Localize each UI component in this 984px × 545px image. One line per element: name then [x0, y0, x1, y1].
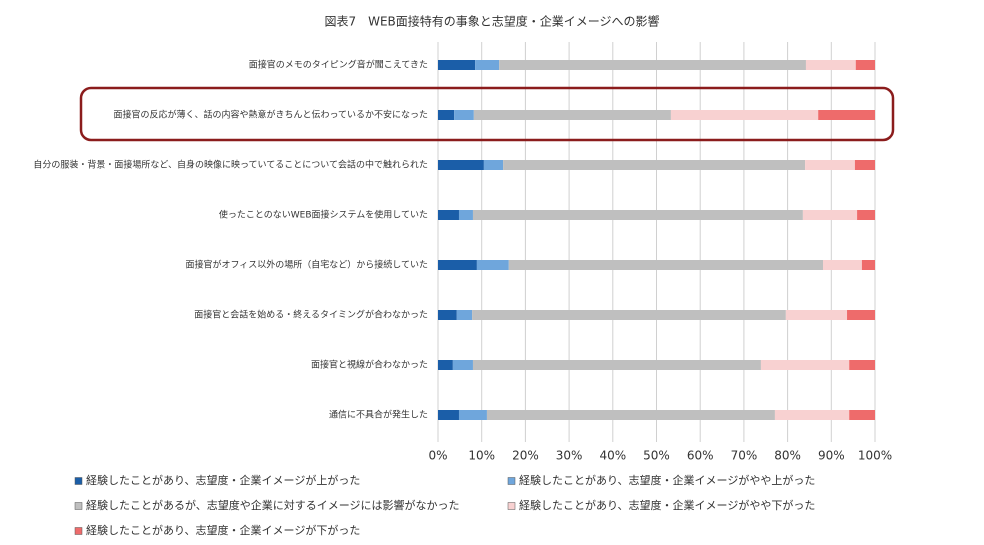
bar-segment: [472, 310, 786, 320]
y-tick-label: 自分の服装・背景・面接場所など、自身の映像に映っていてることについて会話の中で触…: [33, 159, 428, 171]
x-tick-label: 10%: [468, 449, 495, 463]
y-tick-label: 面接官のメモのタイピング音が聞こえてきた: [249, 59, 428, 71]
bar-segment: [508, 260, 823, 270]
bar-segment: [486, 410, 775, 420]
legend-swatch: [74, 502, 83, 510]
bar-segment: [818, 110, 875, 120]
bar-segment: [503, 160, 806, 170]
x-tick-label: 50%: [643, 449, 670, 463]
legend-label: 経験したことがあり、志望度・企業イメージがやや下がった: [519, 498, 815, 512]
bar-segment: [458, 210, 473, 220]
bar-segment: [438, 210, 459, 220]
y-tick-label: 通信に不具合が発生した: [329, 409, 428, 421]
bar-segment: [473, 110, 671, 120]
bar-segment: [438, 110, 455, 120]
bar-segment: [805, 60, 856, 70]
bar-segment: [476, 260, 509, 270]
bar-segment: [472, 210, 803, 220]
y-tick-label: 面接官と視線が合わなかった: [311, 359, 428, 371]
highlight-box: [79, 86, 895, 142]
bar-segment: [857, 210, 875, 220]
bar-segment: [472, 360, 761, 370]
bar-segment: [861, 260, 875, 270]
x-tick-label: 100%: [858, 449, 892, 463]
bar-segment: [802, 210, 858, 220]
bar-segment: [760, 360, 850, 370]
bar-segment: [670, 110, 819, 120]
bar-segment: [785, 310, 848, 320]
bar-segment: [499, 60, 806, 70]
x-tick-label: 60%: [687, 449, 714, 463]
bar-segment: [456, 310, 473, 320]
bar-segment: [438, 260, 477, 270]
bar-segment: [822, 260, 862, 270]
bar-segment: [805, 160, 855, 170]
chart-title: 図表7 WEB面接特有の事象と志望度・企業イメージへの影響: [324, 14, 659, 29]
x-tick-label: 80%: [774, 449, 801, 463]
legend-swatch: [74, 527, 83, 535]
y-tick-label: 面接官の反応が薄く、話の内容や熱意がきちんと伝わっているか不安になった: [113, 109, 428, 121]
bar-segment: [452, 360, 473, 370]
bar-segment: [438, 410, 459, 420]
x-tick-label: 70%: [731, 449, 758, 463]
bar-segment: [849, 360, 875, 370]
legend-label: 経験したことがあり、志望度・企業イメージが下がった: [86, 523, 360, 537]
bar-segment: [849, 410, 875, 420]
legend-label: 経験したことがあるが、志望度や企業に対するイメージには影響がなかった: [86, 498, 460, 512]
bar-segment: [483, 160, 504, 170]
legend-swatch: [74, 477, 83, 485]
y-tick-label: 使ったことのないWEB面接システムを使用していた: [219, 209, 428, 221]
x-tick-label: 0%: [428, 449, 447, 463]
y-tick-label: 面接官と会話を始める・終えるタイミングが合わなかった: [194, 309, 428, 321]
bar-segment: [847, 310, 875, 320]
x-tick-label: 20%: [512, 449, 539, 463]
legend-swatch: [507, 502, 516, 510]
bar-segment: [854, 160, 875, 170]
bar-segment: [458, 410, 487, 420]
bar-segment: [454, 110, 474, 120]
legend-label: 経験したことがあり、志望度・企業イメージがやや上がった: [519, 473, 815, 487]
bar-segment: [438, 360, 453, 370]
x-tick-label: 30%: [556, 449, 583, 463]
legend-swatch: [507, 477, 516, 485]
bar-segment: [438, 160, 484, 170]
bar-segment: [438, 60, 476, 70]
x-tick-label: 40%: [599, 449, 626, 463]
bar-segment: [475, 60, 500, 70]
legend-label: 経験したことがあり、志望度・企業イメージが上がった: [86, 473, 360, 487]
bar-segment: [438, 310, 457, 320]
bar-segment: [855, 60, 875, 70]
bar-segment: [774, 410, 850, 420]
x-tick-label: 90%: [818, 449, 845, 463]
y-tick-label: 面接官がオフィス以外の場所（自宅など）から接続していた: [185, 259, 428, 271]
